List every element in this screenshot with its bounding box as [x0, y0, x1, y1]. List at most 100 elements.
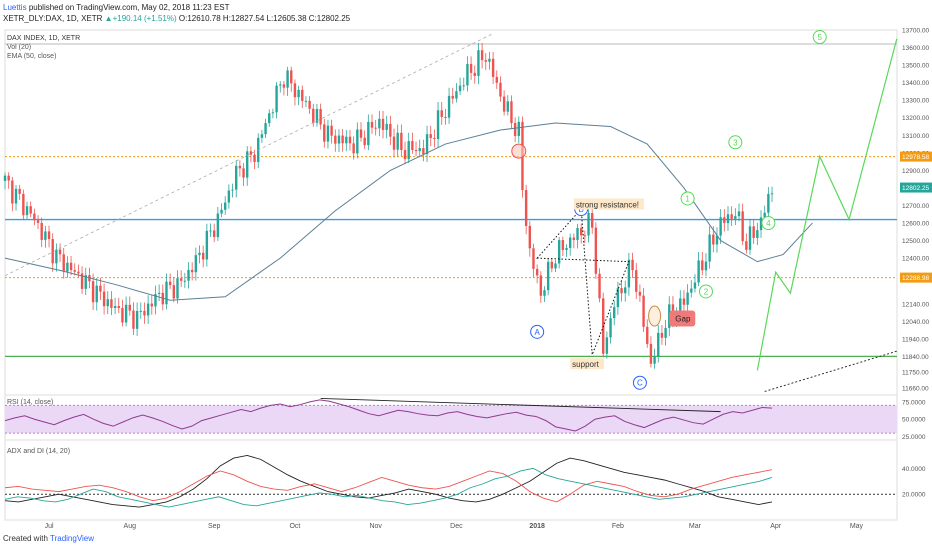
chart-drawings: A B C 1 2 3 4 5 strong resistance! support Gap — [4, 30, 898, 392]
price-tick-label: 12500.00 — [902, 238, 929, 245]
candle-body — [117, 306, 120, 309]
candle-body — [591, 213, 594, 228]
price-axis: 13700.00 13600.00 13500.00 13400.00 13300.00… — [900, 28, 932, 499]
candle-body — [587, 213, 590, 236]
wave-label: 4 — [766, 219, 771, 228]
candle-body — [40, 222, 43, 240]
time-tick-label: 2018 — [529, 523, 545, 530]
price-tick-label: 12700.00 — [902, 203, 929, 210]
time-tick-label: Mar — [689, 523, 702, 530]
candle-body — [323, 124, 326, 142]
candle-body — [524, 190, 528, 226]
candle-body — [58, 249, 62, 255]
candle-body — [77, 271, 80, 274]
gap-ellipse — [648, 305, 662, 327]
price-tick-label: 11840.00 — [902, 354, 929, 361]
adx-series-line — [4, 455, 773, 508]
rsi-tick-label: 25.0000 — [902, 434, 926, 441]
candle-body — [679, 298, 682, 316]
wave-label-circle — [728, 135, 743, 150]
candle-body — [620, 288, 623, 294]
candle-body — [3, 175, 7, 181]
candle-body — [187, 269, 190, 281]
adx-tick-label: 20.0000 — [902, 492, 926, 499]
candle-body — [756, 230, 759, 238]
candle-body — [348, 136, 352, 144]
candle-body — [561, 240, 565, 250]
time-tick-label: Oct — [289, 523, 300, 530]
candle-body — [356, 129, 359, 154]
resistance-note-bg — [573, 198, 644, 210]
author-link[interactable]: Luettis — [3, 3, 27, 12]
candle-body — [312, 108, 315, 123]
candle-body — [224, 202, 227, 210]
price-tick-label: 12400.00 — [902, 256, 929, 263]
candle-body — [400, 132, 403, 151]
candle-body — [557, 240, 561, 264]
candle-body — [381, 118, 385, 130]
candle-body — [730, 214, 733, 219]
candle-body — [150, 303, 153, 307]
candle-body — [642, 295, 645, 327]
tradingview-brand[interactable]: TradingView — [50, 534, 95, 543]
time-tick-label: Jul — [45, 523, 54, 530]
candle-body — [84, 275, 87, 289]
price-grid — [4, 29, 898, 521]
gap-box — [669, 310, 696, 327]
price-tick-label: 13300.00 — [902, 98, 929, 105]
price-tick-label: 11940.00 — [902, 336, 929, 343]
candle-body — [279, 84, 282, 86]
wave-label-circle — [698, 284, 713, 299]
candle-body — [583, 235, 587, 237]
candle-body — [664, 327, 667, 338]
rsi-band — [5, 405, 897, 434]
candle-body — [275, 85, 278, 113]
candle-body — [734, 216, 737, 219]
wave-label: 3 — [733, 138, 738, 147]
candle-body — [282, 84, 286, 88]
price-tick-label: 13600.00 — [902, 45, 929, 52]
candle-body — [568, 237, 572, 248]
candle-body — [748, 226, 752, 250]
ema-legend: EMA (50, close) — [7, 53, 56, 60]
candle-body — [723, 217, 726, 224]
candle-body — [473, 72, 476, 76]
candle-body — [271, 112, 275, 114]
candle-body — [635, 270, 638, 292]
rsi-legend: RSI (14, close) — [7, 399, 53, 406]
adx-series-line — [4, 469, 773, 503]
candle-body — [44, 231, 47, 240]
price-tick-label: 13700.00 — [902, 28, 929, 35]
up-arrow-icon: ▲ — [104, 14, 113, 23]
rsi-pane — [4, 398, 897, 434]
instrument-legend: DAX INDEX, 1D, XETR — [7, 35, 80, 42]
dotted-trendline-lower — [764, 350, 898, 392]
elliott-wave-path — [756, 38, 898, 371]
candle-body — [752, 226, 755, 238]
candle-body — [528, 225, 532, 249]
candle-body — [649, 343, 653, 364]
price-badge-label: 12802.25 — [902, 185, 929, 192]
candle-body — [95, 285, 98, 303]
candle-body — [657, 332, 660, 357]
candle-body — [18, 188, 21, 194]
time-tick-label: Nov — [369, 523, 382, 530]
candle-body — [414, 150, 418, 152]
candle-body — [429, 134, 432, 138]
candle-body — [579, 228, 583, 236]
candle-body — [253, 154, 256, 163]
created-with-text: Created with — [3, 534, 48, 543]
candle-body — [290, 70, 293, 84]
wave-label: 5 — [818, 33, 823, 42]
candle-body — [165, 281, 168, 305]
candle-body — [242, 168, 245, 178]
support-note-bg — [570, 358, 605, 370]
price-tick-label: 12900.00 — [902, 168, 929, 175]
candle-body — [466, 63, 469, 86]
time-tick-label: Aug — [124, 523, 137, 530]
time-tick-label: May — [850, 523, 864, 530]
price-badge-label: 12978.58 — [902, 154, 929, 161]
candle-body — [451, 95, 454, 99]
candle-body — [231, 189, 234, 191]
